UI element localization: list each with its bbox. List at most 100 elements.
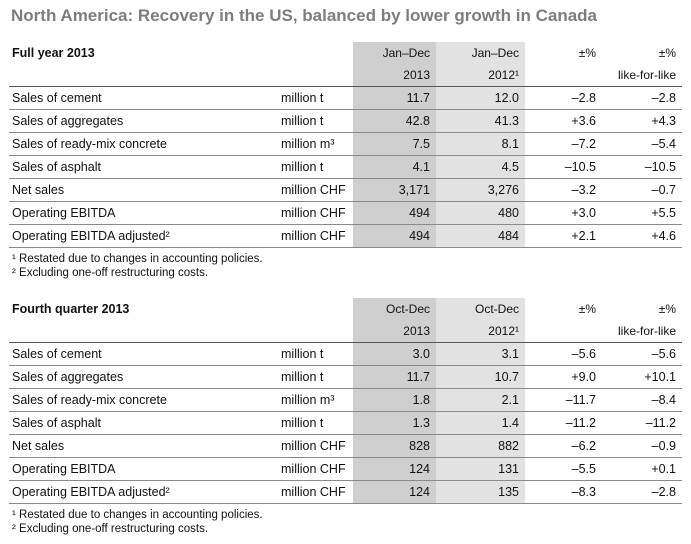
- value-change: –3.2: [525, 178, 602, 202]
- row-label: Sales of aggregates: [9, 365, 277, 389]
- value-prior: 8.1: [436, 132, 525, 156]
- col-header-change-sub: [525, 64, 602, 87]
- col-header-prior-year: 2012¹: [436, 64, 525, 87]
- col-header-prior-year: 2012¹: [436, 320, 525, 343]
- col-header-lfl: ±%: [658, 302, 676, 316]
- header-spacer: [277, 64, 353, 87]
- col-header-lfl: ±%: [658, 46, 676, 60]
- row-unit: million t: [277, 365, 353, 389]
- value-change: –11.7: [525, 388, 602, 412]
- value-current: 494: [353, 201, 436, 225]
- value-prior: 1.4: [436, 411, 525, 435]
- value-change: –7.2: [525, 132, 602, 156]
- header-spacer: [277, 298, 353, 320]
- row-unit: million CHF: [277, 480, 353, 504]
- col-header-current-year: 2013: [353, 320, 436, 343]
- table-row: Operating EBITDA adjusted² million CHF 494…: [9, 224, 682, 248]
- row-label: Operating EBITDA: [9, 201, 277, 225]
- value-current: 11.7: [353, 365, 436, 389]
- page-title: North America: Recovery in the US, balan…: [11, 6, 598, 25]
- value-prior: 3.1: [436, 342, 525, 366]
- value-change: –10.5: [525, 155, 602, 179]
- value-lfl: –2.8: [602, 480, 682, 504]
- table-row: Net sales million CHF 828 882 –6.2 –0.9: [9, 434, 682, 458]
- value-prior: 4.5: [436, 155, 525, 179]
- table-row: Net sales million CHF 3,171 3,276 –3.2 –0.7: [9, 178, 682, 202]
- footnote: ² Excluding one-off restructuring costs.: [12, 267, 209, 279]
- value-prior: 12.0: [436, 86, 525, 110]
- value-lfl: –2.8: [602, 86, 682, 110]
- value-current: 42.8: [353, 109, 436, 133]
- footnotes: ¹ Restated due to changes in accounting …: [12, 508, 691, 536]
- header-row-2: 2013 2012¹ like-for-like: [9, 320, 682, 343]
- value-current: 3,171: [353, 178, 436, 202]
- row-unit: million m³: [277, 132, 353, 156]
- value-lfl: –10.5: [602, 155, 682, 179]
- table-row: Sales of asphalt million t 4.1 4.5 –10.5 –10.…: [9, 155, 682, 179]
- table-row: Sales of aggregates million t 11.7 10.7 +9.0…: [9, 365, 682, 389]
- fourth-quarter-section: Fourth quarter 2013 Oct-Dec Oct-Dec ±% ±% 201…: [0, 298, 691, 536]
- value-prior: 882: [436, 434, 525, 458]
- value-current: 828: [353, 434, 436, 458]
- value-lfl: –5.4: [602, 132, 682, 156]
- col-header-current-year: 2013: [353, 64, 436, 87]
- value-lfl: –8.4: [602, 388, 682, 412]
- value-prior: 480: [436, 201, 525, 225]
- value-change: +2.1: [525, 224, 602, 248]
- row-unit: million t: [277, 155, 353, 179]
- row-label: Sales of cement: [9, 86, 277, 110]
- results-table: Fourth quarter 2013 Oct-Dec Oct-Dec ±% ±% 201…: [9, 298, 682, 504]
- col-header-change: ±%: [578, 46, 596, 60]
- value-prior: 135: [436, 480, 525, 504]
- value-current: 1.8: [353, 388, 436, 412]
- col-header-change-sub: [525, 320, 602, 343]
- value-change: +3.6: [525, 109, 602, 133]
- row-unit: million CHF: [277, 178, 353, 202]
- row-label: Operating EBITDA adjusted²: [9, 480, 277, 504]
- row-label: Sales of ready-mix concrete: [9, 388, 277, 412]
- col-header-current: Jan–Dec: [353, 42, 436, 64]
- value-change: +9.0: [525, 365, 602, 389]
- header-row: Full year 2013 Jan–Dec Jan–Dec ±% ±%: [9, 42, 682, 64]
- value-prior: 10.7: [436, 365, 525, 389]
- footnote: ² Excluding one-off restructuring costs.: [12, 523, 209, 535]
- footnote: ¹ Restated due to changes in accounting …: [12, 253, 263, 265]
- value-change: –5.5: [525, 457, 602, 481]
- row-unit: million CHF: [277, 457, 353, 481]
- row-label: Sales of cement: [9, 342, 277, 366]
- value-change: –11.2: [525, 411, 602, 435]
- section-heading: Fourth quarter 2013: [12, 302, 130, 316]
- value-lfl: –0.7: [602, 178, 682, 202]
- value-lfl: +4.3: [602, 109, 682, 133]
- results-table: Full year 2013 Jan–Dec Jan–Dec ±% ±% 2013 2012…: [9, 42, 682, 248]
- value-current: 1.3: [353, 411, 436, 435]
- header-spacer: [9, 320, 277, 343]
- table-row: Sales of cement million t 11.7 12.0 –2.8 –2.8: [9, 86, 682, 110]
- value-lfl: +0.1: [602, 457, 682, 481]
- value-prior: 2.1: [436, 388, 525, 412]
- row-label: Sales of asphalt: [9, 155, 277, 179]
- value-lfl: +4.6: [602, 224, 682, 248]
- table-row: Operating EBITDA million CHF 124 131 –5.5 +0.…: [9, 457, 682, 481]
- table-row: Sales of ready-mix concrete million m³ 7.5…: [9, 132, 682, 156]
- col-header-prior: Jan–Dec: [436, 42, 525, 64]
- table-row: Operating EBITDA adjusted² million CHF 124…: [9, 480, 682, 504]
- value-lfl: +10.1: [602, 365, 682, 389]
- table-row: Sales of ready-mix concrete million m³ 1.8…: [9, 388, 682, 412]
- value-prior: 484: [436, 224, 525, 248]
- row-unit: million t: [277, 86, 353, 110]
- col-header-change: ±%: [578, 302, 596, 316]
- row-unit: million CHF: [277, 224, 353, 248]
- table-row: Sales of aggregates million t 42.8 41.3 +3.6…: [9, 109, 682, 133]
- value-lfl: –11.2: [602, 411, 682, 435]
- header-spacer: [277, 42, 353, 64]
- value-prior: 41.3: [436, 109, 525, 133]
- value-current: 7.5: [353, 132, 436, 156]
- col-header-lfl-sub: like-for-like: [602, 64, 682, 87]
- row-label: Operating EBITDA adjusted²: [9, 224, 277, 248]
- value-prior: 131: [436, 457, 525, 481]
- row-unit: million t: [277, 342, 353, 366]
- value-current: 124: [353, 480, 436, 504]
- header-spacer: [277, 320, 353, 343]
- row-unit: million m³: [277, 388, 353, 412]
